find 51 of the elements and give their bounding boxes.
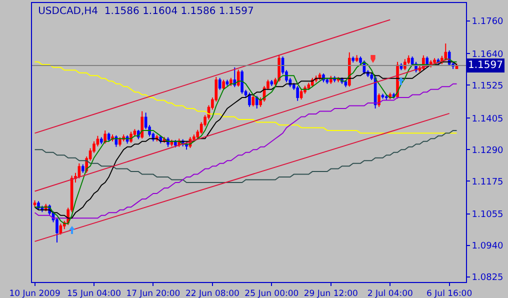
candlestick xyxy=(296,86,299,102)
line-series xyxy=(34,61,458,134)
candlestick xyxy=(240,70,244,94)
ref-line-label: 1.1597 xyxy=(468,60,503,71)
candlestick xyxy=(236,69,240,88)
candlestick xyxy=(381,93,384,100)
x-tick-label: 6 Jul 16:00 xyxy=(426,289,472,298)
x-tick-label: 29 Jun 12:00 xyxy=(304,289,358,298)
candlestick xyxy=(233,66,236,88)
y-tick-label: 1.1640 xyxy=(472,50,504,60)
candlestick xyxy=(81,164,84,174)
candlestick xyxy=(252,94,255,107)
x-tick-label: 15 Jun 04:00 xyxy=(67,289,121,298)
candlestick xyxy=(255,95,258,110)
y-tick-label: 1.1405 xyxy=(472,114,504,124)
candlestick xyxy=(355,54,358,62)
x-tick-label: 2 Jul 04:00 xyxy=(367,289,413,298)
candlestick xyxy=(130,131,132,144)
y-tick-label: 1.0825 xyxy=(472,273,504,284)
y-tick-label: 1.1760 xyxy=(472,16,504,27)
candlestick xyxy=(33,200,36,208)
candlestick xyxy=(300,88,303,100)
y-tick-label: 1.1290 xyxy=(472,146,504,156)
y-tick-label: 1.1525 xyxy=(472,81,504,92)
candlestick xyxy=(248,92,251,108)
candlestick xyxy=(100,136,103,145)
x-tick-label: 22 Jun 08:00 xyxy=(185,289,240,298)
x-tick-label: 10 Jun 2009 xyxy=(9,289,60,298)
candlestick xyxy=(326,78,329,84)
candlestick xyxy=(433,58,436,65)
candlestick xyxy=(385,94,388,101)
candlestick xyxy=(104,130,107,144)
candlestick xyxy=(218,77,222,90)
candlestick xyxy=(270,80,274,87)
candlestick xyxy=(352,56,355,63)
candlestick xyxy=(118,136,122,147)
chart-title: USDCAD,H4 1.1586 1.1604 1.1586 1.1597 xyxy=(38,6,254,17)
line-series xyxy=(34,130,458,184)
candlestick xyxy=(348,52,351,88)
candlestick xyxy=(444,43,448,61)
candlestick xyxy=(140,110,144,140)
candlestick xyxy=(222,79,225,90)
x-tick-label: 25 Jun 00:00 xyxy=(244,289,299,298)
x-tick-label: 17 Jun 20:00 xyxy=(126,289,180,298)
candlestick xyxy=(226,79,229,87)
y-tick-label: 1.1175 xyxy=(472,177,504,188)
y-tick-label: 1.1055 xyxy=(472,210,504,220)
candlestick xyxy=(404,58,406,71)
y-tick-label: 1.0940 xyxy=(472,242,504,252)
candlestick xyxy=(230,77,232,87)
candlestick xyxy=(174,140,177,148)
